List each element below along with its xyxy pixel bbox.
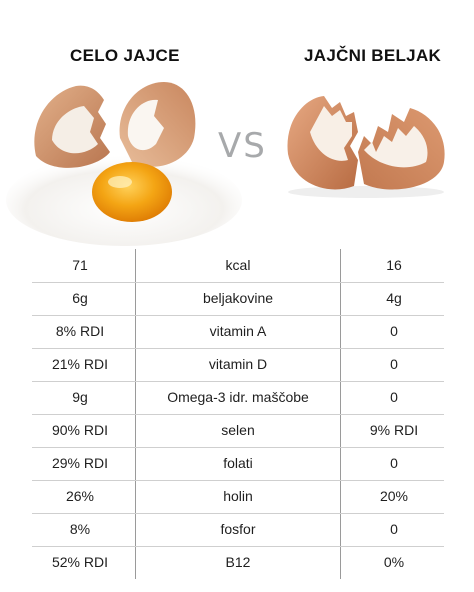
row-separator [32, 480, 444, 481]
row-separator [32, 315, 444, 316]
table-row: 90% RDI selen 9% RDI [0, 414, 474, 447]
egg-white-value: 0% [383, 554, 405, 570]
egg-white-value: 0 [390, 356, 398, 372]
table-row: 6g beljakovine 4g [0, 282, 474, 315]
whole-egg-value: 6g [72, 290, 88, 306]
table-row: 52% RDI B12 0% [0, 546, 474, 579]
table-row: 9g Omega-3 idr. maščobe 0 [0, 381, 474, 414]
nutrient-label: folati [223, 455, 253, 471]
whole-egg-value: 9g [72, 389, 88, 405]
egg-white-value: 0 [390, 323, 398, 339]
nutrient-label: B12 [225, 554, 251, 570]
row-separator [32, 513, 444, 514]
table-row: 71 kcal 16 [0, 249, 474, 282]
egg-white-value: 9% RDI [369, 422, 419, 438]
whole-egg-value: 26% [65, 488, 95, 504]
table-row: 26% holin 20% [0, 480, 474, 513]
whole-egg-value: 8% RDI [55, 323, 105, 339]
nutrient-label: beljakovine [202, 290, 274, 306]
nutrition-table: 71 kcal 16 6g beljakovine 4g 8% RDI vita… [0, 249, 474, 579]
whole-egg-title: CELO JAJCE [70, 46, 180, 65]
nutrient-label: vitamin D [208, 356, 268, 372]
nutrient-label: Omega-3 idr. maščobe [167, 389, 309, 405]
table-row: 21% RDI vitamin D 0 [0, 348, 474, 381]
egg-white-value: 0 [390, 389, 398, 405]
table-row: 8% fosfor 0 [0, 513, 474, 546]
egg-white-value: 0 [390, 455, 398, 471]
nutrient-label: fosfor [220, 521, 256, 537]
whole-egg-value: 90% RDI [51, 422, 109, 438]
row-separator [32, 282, 444, 283]
whole-egg-image [6, 82, 242, 246]
egg-white-value: 20% [379, 488, 409, 504]
row-separator [32, 447, 444, 448]
whole-egg-value: 8% [69, 521, 91, 537]
table-row: 29% RDI folati 0 [0, 447, 474, 480]
vs-label: VS [218, 126, 267, 166]
whole-egg-value: 29% RDI [51, 455, 109, 471]
egg-white-title: JAJČNI BELJAK [304, 46, 442, 65]
row-separator [32, 348, 444, 349]
whole-egg-value: 71 [72, 257, 88, 273]
row-separator [32, 414, 444, 415]
egg-white-value: 0 [390, 521, 398, 537]
nutrient-label: vitamin A [209, 323, 267, 339]
table-row: 8% RDI vitamin A 0 [0, 315, 474, 348]
egg-white-value: 4g [386, 290, 402, 306]
nutrient-label: selen [221, 422, 255, 438]
nutrient-label: holin [223, 488, 253, 504]
whole-egg-value: 21% RDI [51, 356, 109, 372]
row-separator [32, 381, 444, 382]
nutrient-label: kcal [225, 257, 251, 273]
row-separator [32, 546, 444, 547]
egg-white-value: 16 [386, 257, 402, 273]
whole-egg-value: 52% RDI [51, 554, 109, 570]
egg-shell-image [287, 96, 445, 198]
